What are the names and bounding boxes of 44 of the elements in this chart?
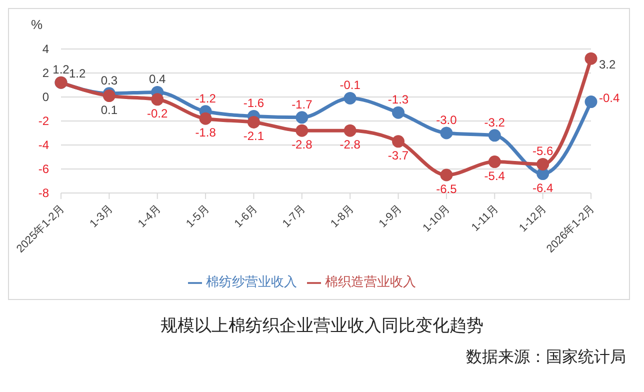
x-tick-label: 1-5月: [184, 202, 212, 230]
y-tick-label: -2: [38, 114, 50, 128]
data-label: -0.4: [599, 90, 620, 105]
x-tick-label: 1-11月: [470, 202, 501, 234]
data-label: -5.6: [532, 144, 554, 158]
data-label: -2.1: [243, 129, 264, 144]
data-label: -1.7: [292, 97, 313, 112]
data-label: 1.2: [69, 66, 86, 81]
y-tick-label: -8: [38, 186, 50, 200]
legend-label: 棉纺纱营业收入: [206, 274, 297, 289]
data-label: -1.6: [243, 96, 264, 110]
x-tick-label: 1-6月: [232, 202, 260, 230]
data-label: 1.2: [52, 62, 70, 77]
data-label: -6.5: [436, 182, 458, 196]
data-label: -0.1: [340, 78, 361, 92]
y-axis-title: %: [31, 17, 43, 32]
y-tick-label: 4: [42, 42, 50, 56]
y-tick-label: -4: [38, 138, 50, 152]
data-label: -3.0: [436, 113, 458, 127]
x-tick-label: 1-7月: [280, 202, 308, 230]
data-label: -2.8: [340, 138, 361, 152]
legend-label: 棉织造营业收入: [325, 274, 416, 289]
data-label: -5.4: [484, 168, 506, 183]
data-label: -2.8: [292, 138, 313, 152]
data-label: -6.4: [532, 180, 554, 195]
text: 规模以上棉纺织企业营业收入同比变化趋势: [160, 315, 484, 337]
data-label: -1.8: [195, 126, 216, 140]
data-label: -0.2: [147, 106, 168, 120]
y-tick-label: -6: [38, 162, 50, 176]
data-label: 0.4: [149, 72, 166, 86]
x-tick-label: 1-9月: [376, 202, 404, 230]
x-tick-label: 1-3月: [88, 202, 116, 230]
data-label: -3.2: [484, 115, 506, 130]
x-tick-label: 1-4月: [136, 202, 164, 230]
data-label: 3.2: [599, 58, 616, 72]
y-tick-label: 2: [42, 66, 50, 80]
data-label: 0.1: [100, 102, 118, 117]
data-label: -3.7: [388, 148, 409, 162]
data-label: -1.3: [388, 92, 409, 107]
data-label: -1.2: [195, 91, 216, 106]
y-tick-label: 0: [42, 90, 50, 104]
source-note: 数据来源：国家统计局: [465, 348, 626, 368]
x-tick-label: 1-8月: [328, 202, 356, 230]
data-label: 0.3: [100, 73, 118, 88]
